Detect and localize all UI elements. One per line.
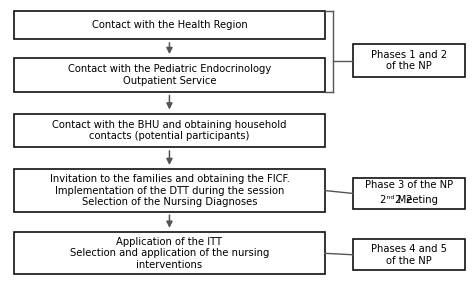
FancyBboxPatch shape bbox=[14, 58, 325, 92]
Text: 2: 2 bbox=[406, 195, 412, 205]
FancyBboxPatch shape bbox=[14, 232, 325, 274]
Text: Invitation to the families and obtaining the FICF.
Implementation of the DTT dur: Invitation to the families and obtaining… bbox=[49, 174, 290, 207]
FancyBboxPatch shape bbox=[14, 169, 325, 212]
FancyBboxPatch shape bbox=[353, 44, 465, 77]
FancyBboxPatch shape bbox=[14, 114, 325, 147]
Text: Contact with the Health Region: Contact with the Health Region bbox=[91, 20, 247, 30]
FancyBboxPatch shape bbox=[353, 239, 465, 270]
Text: Phases 4 and 5
of the NP: Phases 4 and 5 of the NP bbox=[371, 244, 447, 265]
Text: Phase 3 of the NP: Phase 3 of the NP bbox=[365, 180, 453, 190]
Text: 2: 2 bbox=[394, 195, 400, 205]
Text: Phases 1 and 2
of the NP: Phases 1 and 2 of the NP bbox=[371, 50, 447, 71]
Text: Contact with the BHU and obtaining household
contacts (potential participants): Contact with the BHU and obtaining house… bbox=[52, 120, 287, 141]
Text: 2ⁿᵈ Meeting: 2ⁿᵈ Meeting bbox=[380, 195, 438, 205]
FancyBboxPatch shape bbox=[353, 178, 465, 209]
Text: Application of the ITT
Selection and application of the nursing
interventions: Application of the ITT Selection and app… bbox=[70, 237, 269, 270]
Text: Contact with the Pediatric Endocrinology
Outpatient Service: Contact with the Pediatric Endocrinology… bbox=[68, 65, 271, 86]
FancyBboxPatch shape bbox=[14, 11, 325, 39]
